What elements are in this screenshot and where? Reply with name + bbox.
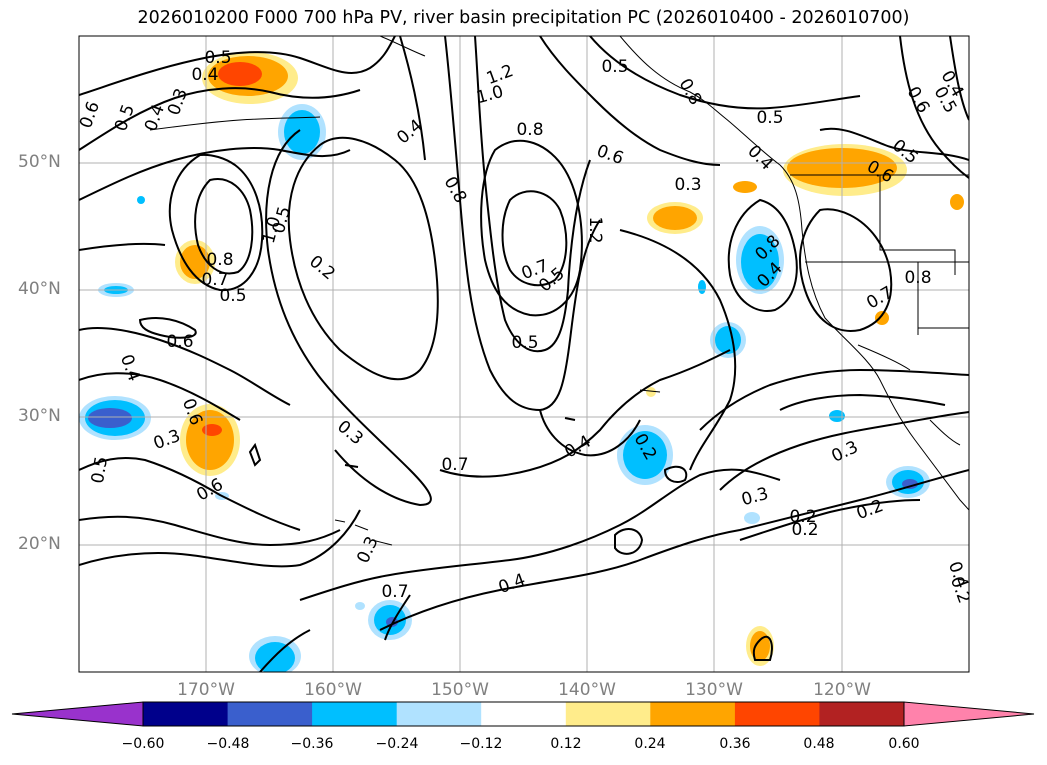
colorbar-extend-low <box>11 701 144 727</box>
contour-label: 0.7 <box>381 582 408 602</box>
colorbar-swatch <box>565 702 651 726</box>
colorbar <box>11 701 1035 727</box>
colorbar-tick: −0.36 <box>290 736 334 752</box>
colorbar-swatch <box>143 702 229 726</box>
contour-label: 0.7 <box>201 270 228 290</box>
lon-label-150w: 150°W <box>431 680 489 700</box>
contour-label: 0.5 <box>756 108 783 128</box>
colorbar-swatch <box>650 702 736 726</box>
coastlines <box>149 36 969 546</box>
lon-label-140w: 140°W <box>558 680 616 700</box>
contour-label: 1.2 <box>585 216 605 243</box>
colorbar-tick: 0.60 <box>888 736 920 752</box>
contour-label: 0.8 <box>516 120 543 140</box>
colorbar-swatch <box>396 702 482 726</box>
colorbar-tick: 0.24 <box>634 736 666 752</box>
contour-label: 0.5 <box>88 455 112 485</box>
lon-label-170w: 170°W <box>177 680 235 700</box>
negative-anomaly-shading <box>79 104 930 672</box>
lon-label-120w: 120°W <box>813 680 871 700</box>
colorbar-tick: 0.36 <box>719 736 751 752</box>
contour-label: 0.7 <box>441 455 468 475</box>
colorbar-tick: −0.24 <box>375 736 419 752</box>
pv-contours <box>79 36 969 672</box>
map-frame <box>78 35 970 673</box>
gridlines <box>79 36 969 672</box>
contour-label: 0.5 <box>511 333 538 353</box>
colorbar-tick: 0.48 <box>803 736 835 752</box>
lat-label-30n: 30°N <box>18 406 61 426</box>
lon-label-160w: 160°W <box>304 680 362 700</box>
colorbar-tick: −0.12 <box>459 736 503 752</box>
contour-label: 0.2 <box>791 520 818 540</box>
contour-label: 0.5 <box>601 57 628 77</box>
contour-label: 0.8 <box>904 268 931 288</box>
colorbar-tick: −0.60 <box>121 736 165 752</box>
colorbar-swatch <box>312 702 398 726</box>
contour-label: 0.5 <box>219 286 246 306</box>
colorbar-tick: 0.12 <box>550 736 582 752</box>
positive-anomaly-shading <box>175 52 964 666</box>
colorbar-extend-high <box>903 701 1035 727</box>
colorbar-swatch <box>734 702 820 726</box>
map-title: 2026010200 F000 700 hPa PV, river basin … <box>137 8 910 28</box>
colorbar-swatch <box>227 702 313 726</box>
contour-label: 0.5 <box>204 48 231 68</box>
colorbar-swatch <box>481 702 567 726</box>
contour-label: 0.6 <box>166 332 193 352</box>
lat-label-40n: 40°N <box>18 279 61 299</box>
colorbar-swatch <box>819 702 905 726</box>
lon-label-130w: 130°W <box>685 680 743 700</box>
lat-label-20n: 20°N <box>18 534 61 554</box>
map-panel: 0.50.40.6 0.5 0.40.30.51.21.00.80.50.40.80… <box>79 36 969 672</box>
colorbar-tick: −0.48 <box>206 736 250 752</box>
lat-label-50n: 50°N <box>18 152 61 172</box>
contour-label: 0.3 <box>674 175 701 195</box>
contour-label: 0.4 <box>191 65 218 85</box>
contour-label: 0.8 <box>206 250 233 270</box>
contour-label: 0.2 <box>789 507 816 527</box>
